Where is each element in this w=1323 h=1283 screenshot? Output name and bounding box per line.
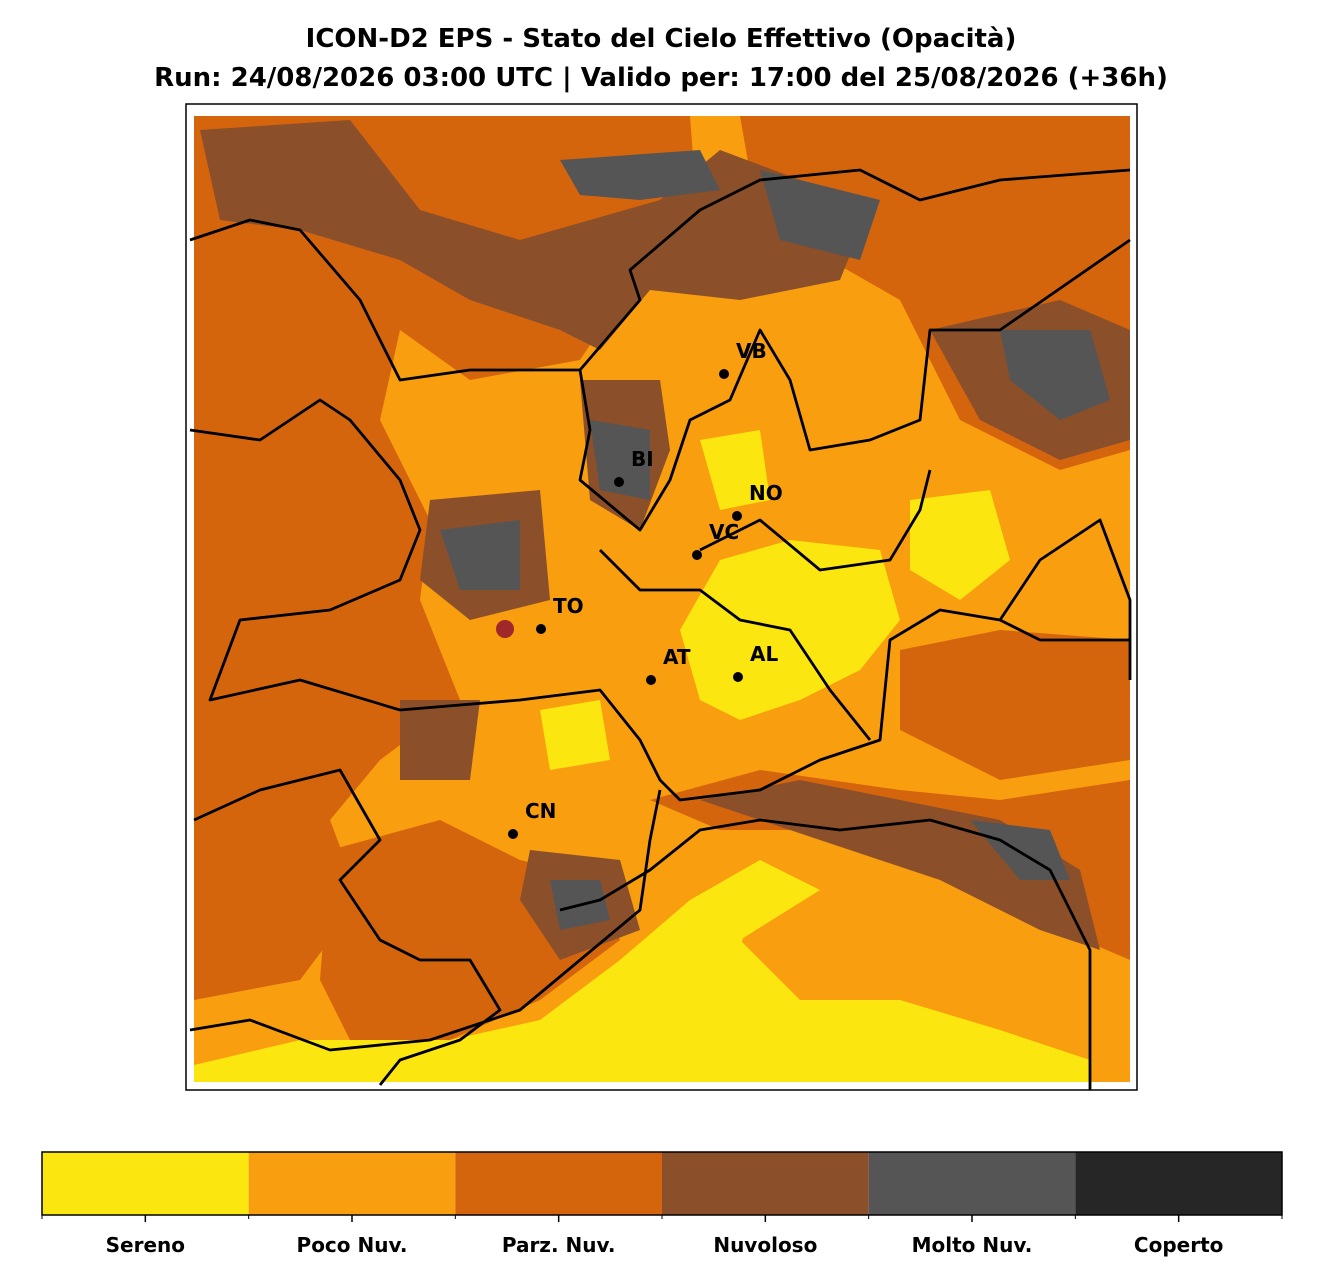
- field: [900, 630, 1130, 780]
- cities: VB BI NO VC TO AT AL CN: [508, 339, 783, 839]
- field: [590, 420, 650, 500]
- city-dot: [508, 829, 518, 839]
- legend: Sereno Poco Nuv. Parz. Nuv. Nuvoloso Molto N…: [41, 1151, 1283, 1257]
- field: [1000, 330, 1110, 420]
- subtitle: Run: 24/08/2026 03:00 UTC | Valido per: …: [154, 63, 1168, 93]
- field: [400, 700, 480, 780]
- field: [440, 520, 520, 590]
- city-label: CN: [525, 799, 556, 823]
- city-label: AL: [750, 642, 778, 666]
- legend-label: Parz. Nuv.: [502, 1233, 616, 1257]
- field: [910, 490, 1010, 600]
- border: [699, 469, 932, 572]
- city-dot: [614, 477, 624, 487]
- field: [620, 870, 760, 1000]
- border: [578, 238, 1131, 532]
- marker: [496, 620, 514, 638]
- border: [599, 549, 872, 741]
- legend-label: Coperto: [1134, 1233, 1223, 1257]
- field: [560, 150, 720, 200]
- legend-frame: [41, 1151, 1283, 1216]
- title: ICON-D2 EPS - Stato del Cielo Effettivo …: [306, 24, 1017, 54]
- legend-swatch: [662, 1152, 869, 1215]
- legend-swatch: [42, 1152, 249, 1215]
- map: [185, 103, 1138, 1091]
- border: [559, 818, 1092, 1090]
- field: [700, 430, 770, 510]
- field: [760, 170, 880, 260]
- field: [194, 116, 700, 1000]
- legend-label: Sereno: [106, 1233, 185, 1257]
- city-label: BI: [631, 447, 654, 471]
- city-dot: [692, 550, 702, 560]
- field: [970, 820, 1070, 880]
- legend-label: Nuvoloso: [713, 1233, 817, 1257]
- field: [540, 700, 610, 770]
- city-label: TO: [553, 594, 584, 618]
- city-dot: [732, 511, 742, 521]
- legend-swatch: [868, 1152, 1076, 1215]
- border: [189, 398, 1130, 802]
- city-dot: [536, 624, 546, 634]
- city-label: AT: [663, 645, 691, 669]
- city-label: VC: [709, 520, 739, 544]
- border: [189, 168, 1131, 382]
- legend-label: Molto Nuv.: [912, 1233, 1033, 1257]
- field: [700, 780, 1100, 950]
- city-dot: [733, 672, 743, 682]
- city-dot: [719, 369, 729, 379]
- city-label: NO: [749, 481, 783, 505]
- city-dot: [646, 675, 656, 685]
- legend-swatch: [1075, 1152, 1282, 1215]
- city-label: VB: [736, 339, 767, 363]
- border: [189, 789, 662, 1052]
- legend-swatch: [455, 1152, 662, 1215]
- border: [193, 768, 502, 1086]
- legend-label: Poco Nuv.: [297, 1233, 408, 1257]
- map-frame: [185, 103, 1138, 1091]
- legend-swatch: [248, 1152, 456, 1215]
- border: [998, 518, 1132, 680]
